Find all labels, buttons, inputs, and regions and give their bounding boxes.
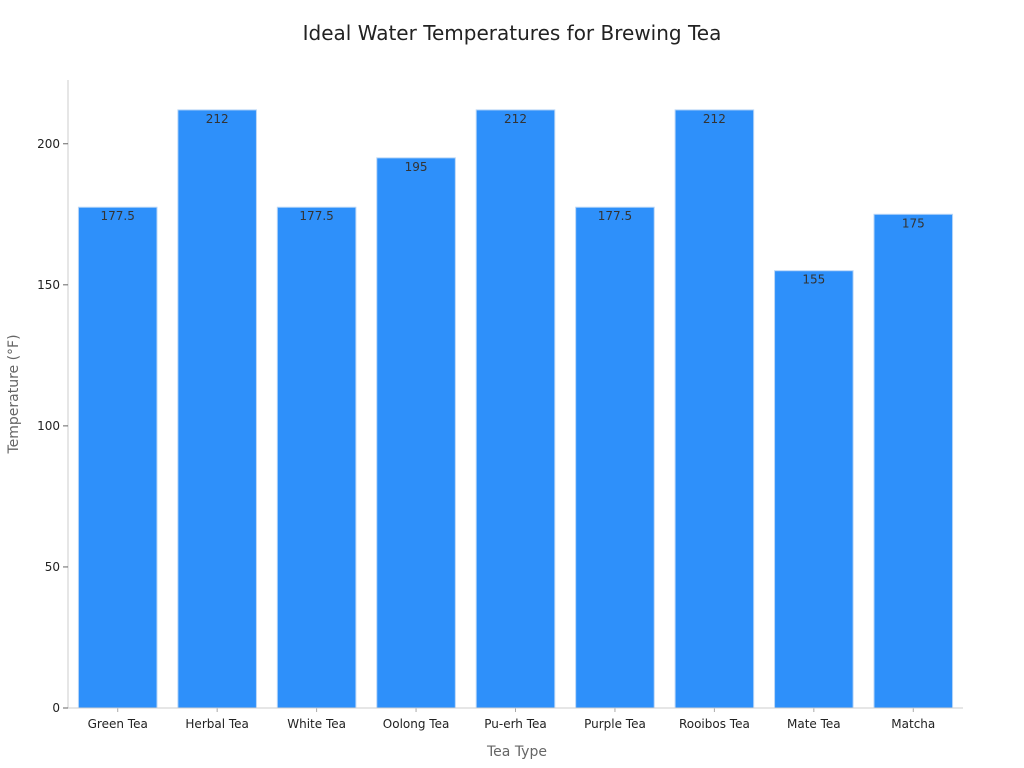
x-axis-title: Tea Type <box>486 744 547 760</box>
y-tick-label: 200 <box>37 137 60 151</box>
data-labels-layer: 177.5 212 177.5 195 212 177.5 212 155 175 <box>101 112 925 287</box>
bar-white-tea <box>276 206 357 709</box>
bars-layer <box>77 109 954 709</box>
bar-oolong-tea <box>376 157 456 709</box>
data-label: 155 <box>802 273 825 287</box>
x-tick-label: Rooibos Tea <box>679 717 750 731</box>
data-label: 175 <box>902 216 925 230</box>
data-label: 177.5 <box>299 209 333 223</box>
bar-green-tea <box>77 206 158 709</box>
data-label: 212 <box>206 112 229 126</box>
y-tick-label: 100 <box>37 419 60 433</box>
x-tick-label: Green Tea <box>88 717 148 731</box>
data-label: 212 <box>504 112 527 126</box>
bar-pu-erh-tea <box>475 109 556 709</box>
data-label: 177.5 <box>598 209 632 223</box>
y-tick-label: 150 <box>37 278 60 292</box>
data-label: 212 <box>703 112 726 126</box>
x-tick-label: Mate Tea <box>787 717 841 731</box>
bar-matcha <box>873 213 954 709</box>
x-tick-label: Matcha <box>891 717 935 731</box>
y-tick-label: 50 <box>45 560 60 574</box>
chart-title: Ideal Water Temperatures for Brewing Tea <box>303 21 722 45</box>
data-label: 195 <box>405 160 428 174</box>
x-tick-label: Oolong Tea <box>383 717 450 731</box>
axes-layer: Green Tea Herbal Tea White Tea Oolong Tea Pu… <box>37 80 963 731</box>
y-tick-label: 0 <box>52 701 60 715</box>
bar-rooibos-tea <box>674 109 755 709</box>
x-tick-label: Purple Tea <box>584 717 646 731</box>
data-label: 177.5 <box>101 209 135 223</box>
x-tick-label: Pu-erh Tea <box>484 717 547 731</box>
bar-purple-tea <box>575 206 655 709</box>
x-tick-label: White Tea <box>287 717 346 731</box>
y-axis-title: Temperature (°F) <box>6 334 22 454</box>
bar-herbal-tea <box>177 109 257 709</box>
x-tick-label: Herbal Tea <box>185 717 249 731</box>
bar-mate-tea <box>774 270 854 709</box>
